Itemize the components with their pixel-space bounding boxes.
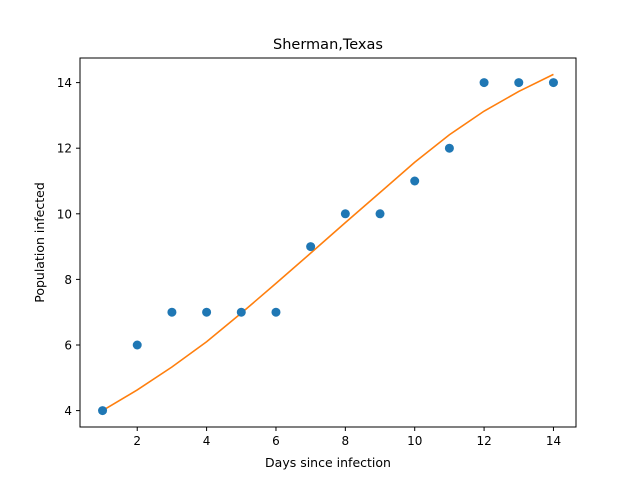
x-tick-label: 12 <box>476 434 491 448</box>
chart-title: Sherman,Texas <box>273 37 383 53</box>
y-tick-label: 12 <box>57 142 72 156</box>
fit-line <box>102 73 554 412</box>
x-tick-label: 2 <box>133 434 141 448</box>
data-point <box>479 78 489 88</box>
x-tick-label: 4 <box>203 434 211 448</box>
data-point <box>132 340 142 350</box>
x-axis-label: Days since infection <box>265 455 391 470</box>
data-point <box>236 307 246 317</box>
data-point <box>514 78 524 88</box>
data-point <box>375 209 385 219</box>
x-tick-label: 14 <box>546 434 561 448</box>
y-tick-label: 14 <box>57 76 72 90</box>
y-axis-label: Population infected <box>32 182 47 303</box>
data-point <box>444 143 454 153</box>
y-tick-label: 4 <box>64 404 72 418</box>
x-tick-label: 10 <box>407 434 422 448</box>
x-tick-label: 8 <box>342 434 350 448</box>
data-point <box>271 307 281 317</box>
data-point <box>306 242 316 252</box>
data-point <box>202 307 212 317</box>
data-point <box>548 78 558 88</box>
data-point <box>98 406 108 416</box>
y-tick-label: 6 <box>64 339 72 353</box>
axes-frame <box>79 57 577 428</box>
x-tick-label: 6 <box>272 434 280 448</box>
data-point <box>167 307 177 317</box>
series-layer <box>98 73 558 416</box>
y-tick-label: 8 <box>64 273 72 287</box>
y-tick-label: 10 <box>57 207 72 221</box>
data-point <box>340 209 350 219</box>
data-point <box>410 176 420 186</box>
axis-ticks: 2 4 6 8 10 12 14 4 6 8 10 12 14 <box>57 76 561 448</box>
